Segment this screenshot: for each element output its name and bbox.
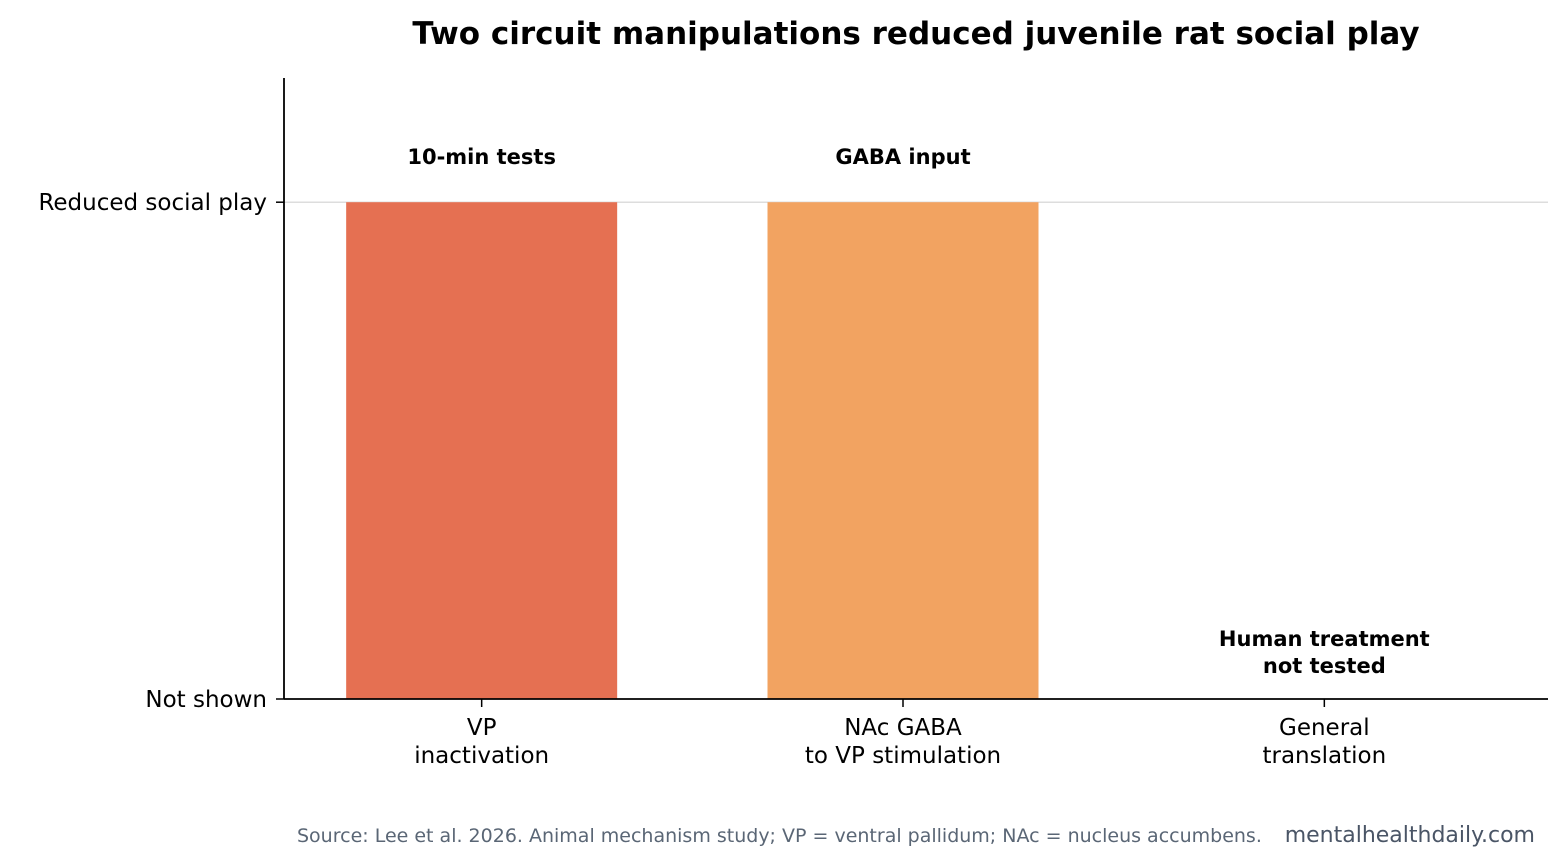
bar-annotation-1-0: GABA input — [835, 145, 970, 169]
label-layer: Not shown Reduced social play VPinactivati… — [38, 145, 1429, 769]
bar-0 — [346, 202, 618, 699]
brand-watermark: mentalhealthdaily.com — [1285, 823, 1535, 848]
y-tick-label-1: Reduced social play — [38, 190, 267, 216]
bar-1 — [767, 202, 1039, 699]
axis-layer — [276, 78, 1548, 707]
source-note: Source: Lee et al. 2026. Animal mechanis… — [297, 825, 1262, 847]
x-tick-label-1-0: NAc GABA — [844, 715, 962, 741]
bar-annotation-2-1: not tested — [1263, 654, 1386, 678]
bar-annotation-2-0: Human treatment — [1219, 627, 1430, 651]
bar-annotation-0-0: 10-min tests — [407, 145, 556, 169]
chart-title: Two circuit manipulations reduced juveni… — [412, 16, 1419, 52]
y-tick-label-0: Not shown — [145, 687, 267, 713]
bar-layer — [346, 202, 1039, 699]
x-tick-label-2-1: translation — [1262, 743, 1386, 769]
x-tick-label-0-0: VP — [467, 715, 497, 741]
x-tick-label-0-1: inactivation — [414, 743, 549, 769]
x-tick-label-1-1: to VP stimulation — [805, 743, 1001, 769]
x-tick-label-2-0: General — [1279, 715, 1370, 741]
